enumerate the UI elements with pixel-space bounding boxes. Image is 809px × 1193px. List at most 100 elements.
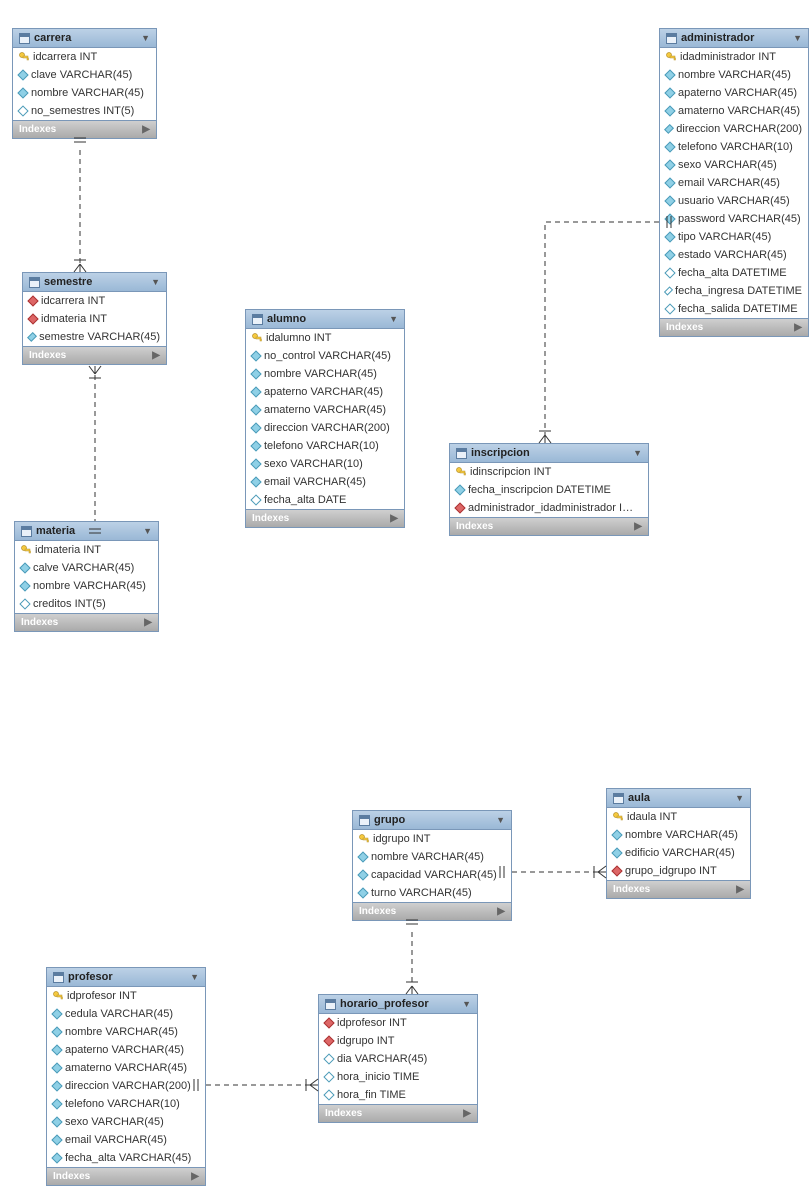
field-row[interactable]: email VARCHAR(45) [47,1131,205,1149]
indexes-section[interactable]: Indexes▶ [246,509,404,527]
field-row[interactable]: amaterno VARCHAR(45) [47,1059,205,1077]
entity-header[interactable]: materia▼ [15,522,158,541]
field-row[interactable]: amaterno VARCHAR(45) [660,102,808,120]
field-row[interactable]: telefono VARCHAR(10) [660,138,808,156]
indexes-section[interactable]: Indexes▶ [47,1167,205,1185]
field-row[interactable]: nombre VARCHAR(45) [246,365,404,383]
expand-icon[interactable]: ▶ [142,124,150,135]
collapse-icon[interactable]: ▼ [462,999,471,1009]
entity-semestre[interactable]: semestre▼idcarrera INTidmateria INTsemes… [22,272,167,365]
field-row[interactable]: dia VARCHAR(45) [319,1050,477,1068]
field-row[interactable]: fecha_salida DATETIME [660,300,808,318]
field-row[interactable]: idinscripcion INT [450,463,648,481]
field-row[interactable]: fecha_alta DATE [246,491,404,509]
field-row[interactable]: fecha_inscripcion DATETIME [450,481,648,499]
field-row[interactable]: nombre VARCHAR(45) [47,1023,205,1041]
entity-horario_profesor[interactable]: horario_profesor▼idprofesor INTidgrupo I… [318,994,478,1123]
field-row[interactable]: telefono VARCHAR(10) [246,437,404,455]
field-row[interactable]: password VARCHAR(45) [660,210,808,228]
field-row[interactable]: administrador_idadministrador I… [450,499,648,517]
collapse-icon[interactable]: ▼ [735,793,744,803]
field-row[interactable]: idprofesor INT [47,987,205,1005]
field-row[interactable]: idcarrera INT [13,48,156,66]
field-row[interactable]: email VARCHAR(45) [246,473,404,491]
field-row[interactable]: nombre VARCHAR(45) [13,84,156,102]
expand-icon[interactable]: ▶ [736,884,744,895]
entity-header[interactable]: semestre▼ [23,273,166,292]
field-row[interactable]: sexo VARCHAR(45) [660,156,808,174]
field-row[interactable]: direccion VARCHAR(200) [47,1077,205,1095]
entity-header[interactable]: aula▼ [607,789,750,808]
field-row[interactable]: sexo VARCHAR(10) [246,455,404,473]
field-row[interactable]: idmateria INT [15,541,158,559]
collapse-icon[interactable]: ▼ [389,314,398,324]
expand-icon[interactable]: ▶ [794,322,802,333]
field-row[interactable]: nombre VARCHAR(45) [607,826,750,844]
field-row[interactable]: grupo_idgrupo INT [607,862,750,880]
indexes-section[interactable]: Indexes▶ [15,613,158,631]
field-row[interactable]: direccion VARCHAR(200) [660,120,808,138]
field-row[interactable]: idaula INT [607,808,750,826]
collapse-icon[interactable]: ▼ [151,277,160,287]
entity-header[interactable]: profesor▼ [47,968,205,987]
entity-header[interactable]: carrera▼ [13,29,156,48]
field-row[interactable]: amaterno VARCHAR(45) [246,401,404,419]
field-row[interactable]: semestre VARCHAR(45) [23,328,166,346]
field-row[interactable]: idalumno INT [246,329,404,347]
collapse-icon[interactable]: ▼ [143,526,152,536]
entity-header[interactable]: horario_profesor▼ [319,995,477,1014]
expand-icon[interactable]: ▶ [191,1171,199,1182]
field-row[interactable]: apaterno VARCHAR(45) [660,84,808,102]
entity-carrera[interactable]: carrera▼idcarrera INTclave VARCHAR(45)no… [12,28,157,139]
collapse-icon[interactable]: ▼ [190,972,199,982]
entity-header[interactable]: grupo▼ [353,811,511,830]
field-row[interactable]: sexo VARCHAR(45) [47,1113,205,1131]
expand-icon[interactable]: ▶ [634,521,642,532]
field-row[interactable]: fecha_ingresa DATETIME [660,282,808,300]
field-row[interactable]: creditos INT(5) [15,595,158,613]
field-row[interactable]: hora_inicio TIME [319,1068,477,1086]
collapse-icon[interactable]: ▼ [633,448,642,458]
entity-header[interactable]: administrador▼ [660,29,808,48]
entity-header[interactable]: inscripcion▼ [450,444,648,463]
collapse-icon[interactable]: ▼ [141,33,150,43]
field-row[interactable]: edificio VARCHAR(45) [607,844,750,862]
entity-aula[interactable]: aula▼idaula INTnombre VARCHAR(45)edifici… [606,788,751,899]
entity-header[interactable]: alumno▼ [246,310,404,329]
field-row[interactable]: no_control VARCHAR(45) [246,347,404,365]
field-row[interactable]: calve VARCHAR(45) [15,559,158,577]
field-row[interactable]: idcarrera INT [23,292,166,310]
field-row[interactable]: nombre VARCHAR(45) [660,66,808,84]
field-row[interactable]: apaterno VARCHAR(45) [47,1041,205,1059]
entity-profesor[interactable]: profesor▼idprofesor INTcedula VARCHAR(45… [46,967,206,1186]
field-row[interactable]: idgrupo INT [319,1032,477,1050]
entity-inscripcion[interactable]: inscripcion▼idinscripcion INTfecha_inscr… [449,443,649,536]
expand-icon[interactable]: ▶ [390,513,398,524]
indexes-section[interactable]: Indexes▶ [607,880,750,898]
field-row[interactable]: nombre VARCHAR(45) [15,577,158,595]
field-row[interactable]: clave VARCHAR(45) [13,66,156,84]
expand-icon[interactable]: ▶ [152,350,160,361]
entity-alumno[interactable]: alumno▼idalumno INTno_control VARCHAR(45… [245,309,405,528]
field-row[interactable]: hora_fin TIME [319,1086,477,1104]
field-row[interactable]: estado VARCHAR(45) [660,246,808,264]
indexes-section[interactable]: Indexes▶ [353,902,511,920]
indexes-section[interactable]: Indexes▶ [660,318,808,336]
field-row[interactable]: idadministrador INT [660,48,808,66]
expand-icon[interactable]: ▶ [463,1108,471,1119]
entity-grupo[interactable]: grupo▼idgrupo INTnombre VARCHAR(45)capac… [352,810,512,921]
collapse-icon[interactable]: ▼ [496,815,505,825]
field-row[interactable]: idmateria INT [23,310,166,328]
field-row[interactable]: usuario VARCHAR(45) [660,192,808,210]
field-row[interactable]: idgrupo INT [353,830,511,848]
field-row[interactable]: idprofesor INT [319,1014,477,1032]
entity-materia[interactable]: materia▼idmateria INTcalve VARCHAR(45)no… [14,521,159,632]
indexes-section[interactable]: Indexes▶ [13,120,156,138]
field-row[interactable]: nombre VARCHAR(45) [353,848,511,866]
field-row[interactable]: email VARCHAR(45) [660,174,808,192]
indexes-section[interactable]: Indexes▶ [319,1104,477,1122]
indexes-section[interactable]: Indexes▶ [23,346,166,364]
field-row[interactable]: fecha_alta VARCHAR(45) [47,1149,205,1167]
collapse-icon[interactable]: ▼ [793,33,802,43]
field-row[interactable]: fecha_alta DATETIME [660,264,808,282]
